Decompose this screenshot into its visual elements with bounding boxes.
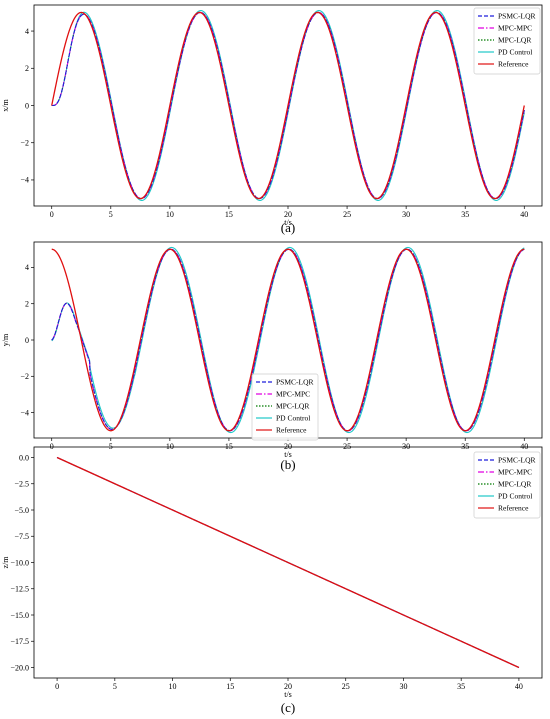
x-tick-label: 20 [284,442,292,451]
x-tick-label: 5 [109,442,113,451]
legend-box [251,373,319,441]
x-tick-label: 5 [113,682,117,691]
x-tick-label: 35 [461,210,469,219]
x-tick-label: 20 [284,682,292,691]
legend-label: PSMC-LQR [498,12,536,21]
x-tick-label: 40 [515,682,523,691]
y-tick-label: −5.0 [14,506,29,515]
x-axis-label: t/s [284,690,292,699]
x-tick-label: 15 [225,210,233,219]
series-group [56,456,520,669]
legend-label: Reference [498,504,529,513]
x-tick-label: 25 [343,210,351,219]
x-tick-label: 40 [520,210,528,219]
legend-label: MPC-LQR [498,36,531,45]
y-tick-label: 0 [25,101,29,110]
y-axis-label: x/m [1,99,10,112]
x-tick-label: 15 [226,682,234,691]
legend-label: MPC-MPC [498,24,532,33]
y-tick-label: −2.5 [14,480,29,489]
x-tick-label: 35 [457,682,465,691]
legend-label: PD Control [498,492,532,501]
legend-box [473,451,541,519]
legend-label: MPC-MPC [498,468,532,477]
x-tick-label: 30 [402,210,410,219]
legend: PSMC-LQR MPC-MPC MPC-LQR PD Control Referenc… [251,373,319,441]
legend-label: PSMC-LQR [498,456,536,465]
y-axis-label: z/m [1,556,10,569]
panel-caption: (b) [280,457,295,472]
y-tick-label: 4 [25,263,29,272]
legend-label: PD Control [276,414,310,423]
x-tick-label: 25 [342,682,350,691]
legend-label: Reference [276,426,307,435]
x-tick-label: 20 [284,210,292,219]
series-group [51,10,525,201]
y-tick-label: −20.0 [10,663,29,672]
series-line-reference [51,248,525,432]
chart-panel-2: 0 5 10 15 20 25 30 35 40 −4 −2 0 2 4 t/s y/m PSMC-LQR MPC… [1,241,543,472]
x-tick-label: 10 [166,442,174,451]
x-axis-label: t/s [284,218,292,227]
y-tick-label: −10.0 [10,558,29,567]
y-tick-label: −4 [20,176,29,185]
y-axis-label: y/m [1,333,10,346]
legend-label: PD Control [498,48,532,57]
x-tick-label: 0 [50,210,54,219]
legend-label: MPC-LQR [276,402,309,411]
y-tick-label: 0.0 [19,453,29,462]
y-tick-label: −2 [20,139,29,148]
x-tick-label: 30 [402,442,410,451]
y-tick-label: 2 [25,64,29,73]
y-tick-label: −15.0 [10,611,29,620]
series-group [51,246,525,434]
y-tick-label: −4 [20,408,29,417]
y-tick-label: −17.5 [10,637,29,646]
y-tick-label: −7.5 [14,532,29,541]
y-tick-label: 2 [25,300,29,309]
panel-caption: (c) [281,700,295,715]
legend-label: MPC-LQR [498,480,531,489]
y-tick-label: −12.5 [10,585,29,594]
legend-box [473,7,541,75]
y-tick-label: 4 [25,27,29,36]
x-tick-label: 0 [50,442,54,451]
legend-label: Reference [498,60,529,69]
x-tick-label: 10 [166,210,174,219]
x-tick-label: 30 [399,682,407,691]
chart-panel-1: 0 5 10 15 20 25 30 35 40 −4 −2 0 2 4 t/s x/m PSMC-LQR MPC… [1,4,543,235]
series-line-pd-control [51,246,525,434]
y-tick-label: −2 [20,372,29,381]
legend-label: MPC-MPC [276,390,310,399]
legend: PSMC-LQR MPC-MPC MPC-LQR PD Control Referenc… [473,7,541,75]
series-line-psmc-lqr [51,11,525,200]
y-tick-label: 0 [25,336,29,345]
series-line-reference [51,11,525,200]
x-tick-label: 40 [520,442,528,451]
x-tick-label: 25 [343,442,351,451]
x-tick-label: 15 [225,442,233,451]
panel-caption: (a) [281,220,295,235]
x-axis-label: t/s [284,450,292,459]
series-line-reference [56,456,520,669]
x-tick-label: 35 [461,442,469,451]
legend-label: PSMC-LQR [276,378,314,387]
x-tick-label: 10 [169,682,177,691]
x-tick-label: 0 [55,682,59,691]
x-tick-label: 5 [109,210,113,219]
legend: PSMC-LQR MPC-MPC MPC-LQR PD Control Referenc… [473,451,541,519]
chart-panel-3: 0 5 10 15 20 25 30 35 40 0.0 −2.5 −5.0 −7.5 −10.0 −12.… [1,446,543,715]
